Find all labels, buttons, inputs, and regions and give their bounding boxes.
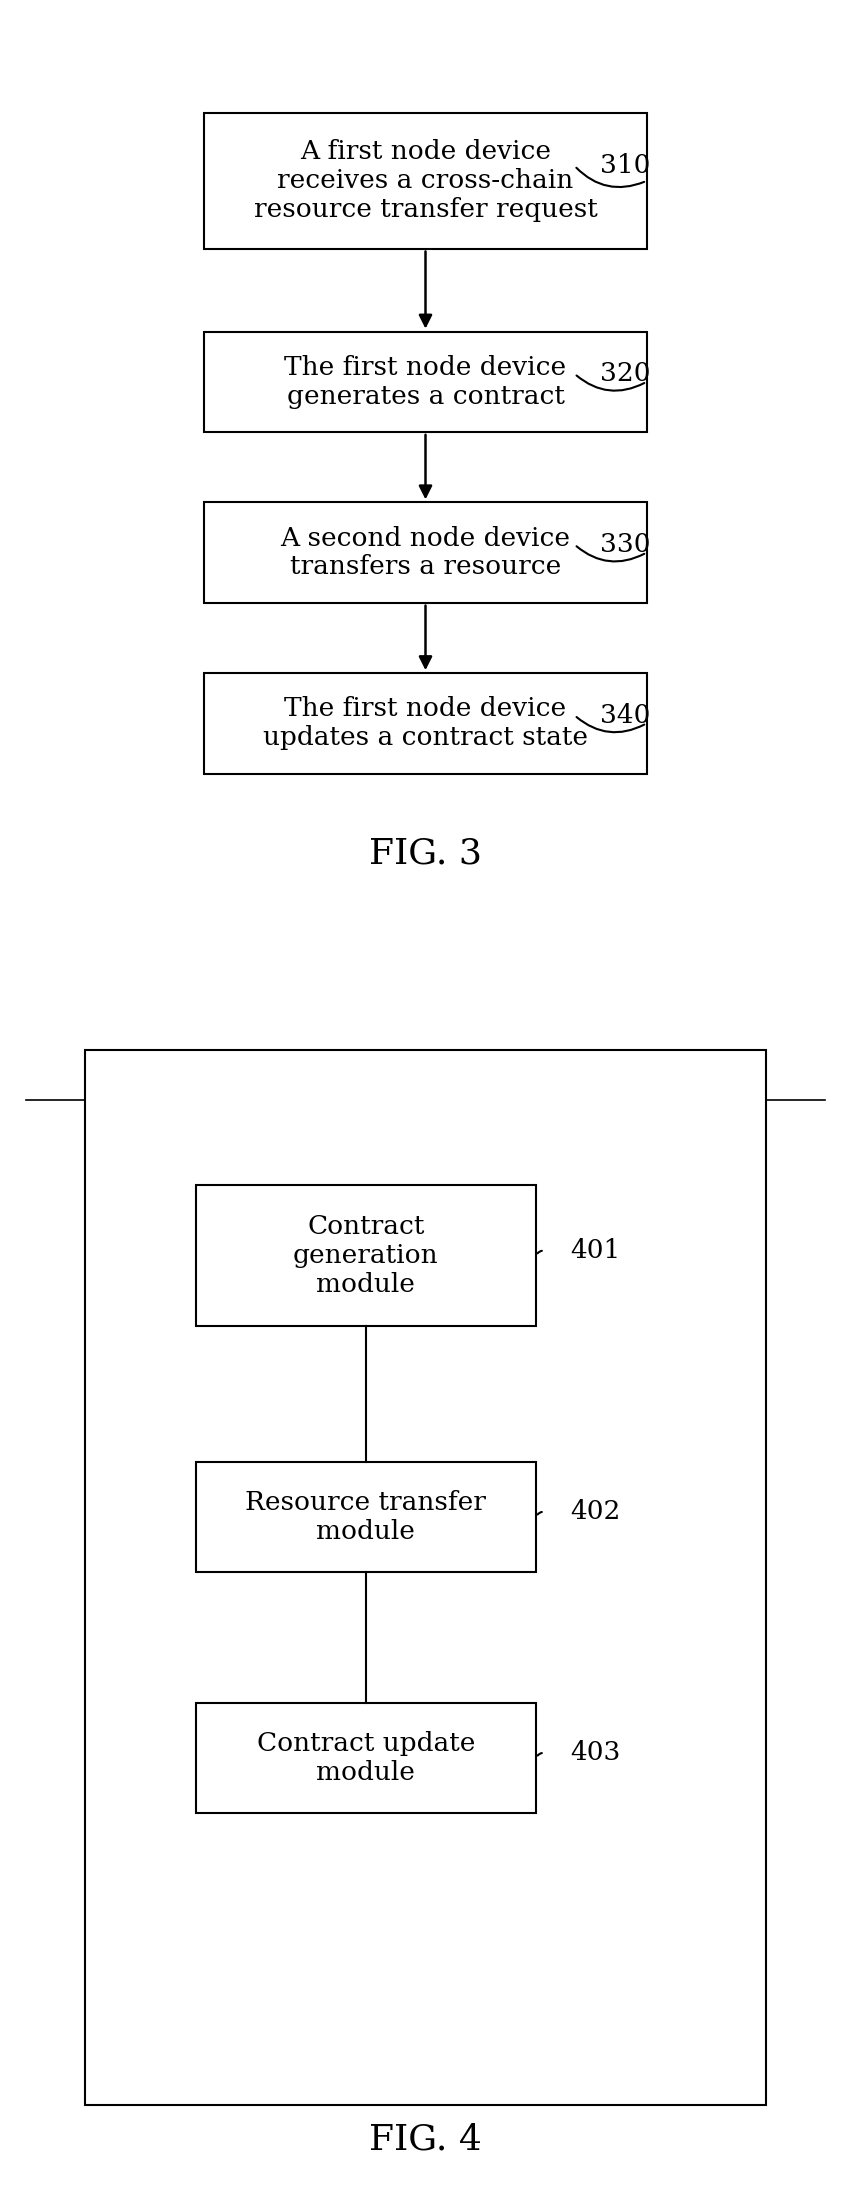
Text: 402: 402 bbox=[570, 1498, 620, 1525]
Text: 320: 320 bbox=[600, 360, 650, 387]
Text: 340: 340 bbox=[600, 703, 650, 727]
Bar bbox=[204, 674, 647, 773]
Bar bbox=[204, 332, 647, 431]
Bar bbox=[204, 113, 647, 250]
Text: Contract
generation
module: Contract generation module bbox=[293, 1213, 439, 1297]
Bar bbox=[196, 1185, 536, 1326]
Text: 403: 403 bbox=[570, 1741, 620, 1766]
Text: 310: 310 bbox=[600, 152, 650, 179]
Text: The first node device
updates a contract state: The first node device updates a contract… bbox=[263, 696, 588, 749]
Text: Resource transfer
module: Resource transfer module bbox=[245, 1490, 487, 1545]
Text: 401: 401 bbox=[570, 1238, 620, 1264]
Text: A second node device
transfers a resource: A second node device transfers a resourc… bbox=[281, 526, 570, 579]
Text: The first node device
generates a contract: The first node device generates a contra… bbox=[284, 356, 567, 409]
Text: FIG. 4: FIG. 4 bbox=[369, 2122, 482, 2157]
Bar bbox=[85, 1050, 766, 2104]
Bar bbox=[196, 1702, 536, 1812]
Text: A first node device
receives a cross-chain
resource transfer request: A first node device receives a cross-cha… bbox=[254, 139, 597, 223]
Text: Contract update
module: Contract update module bbox=[257, 1730, 475, 1786]
Text: 330: 330 bbox=[600, 533, 650, 557]
Bar bbox=[204, 502, 647, 603]
Bar bbox=[196, 1461, 536, 1571]
Text: FIG. 3: FIG. 3 bbox=[369, 838, 482, 871]
